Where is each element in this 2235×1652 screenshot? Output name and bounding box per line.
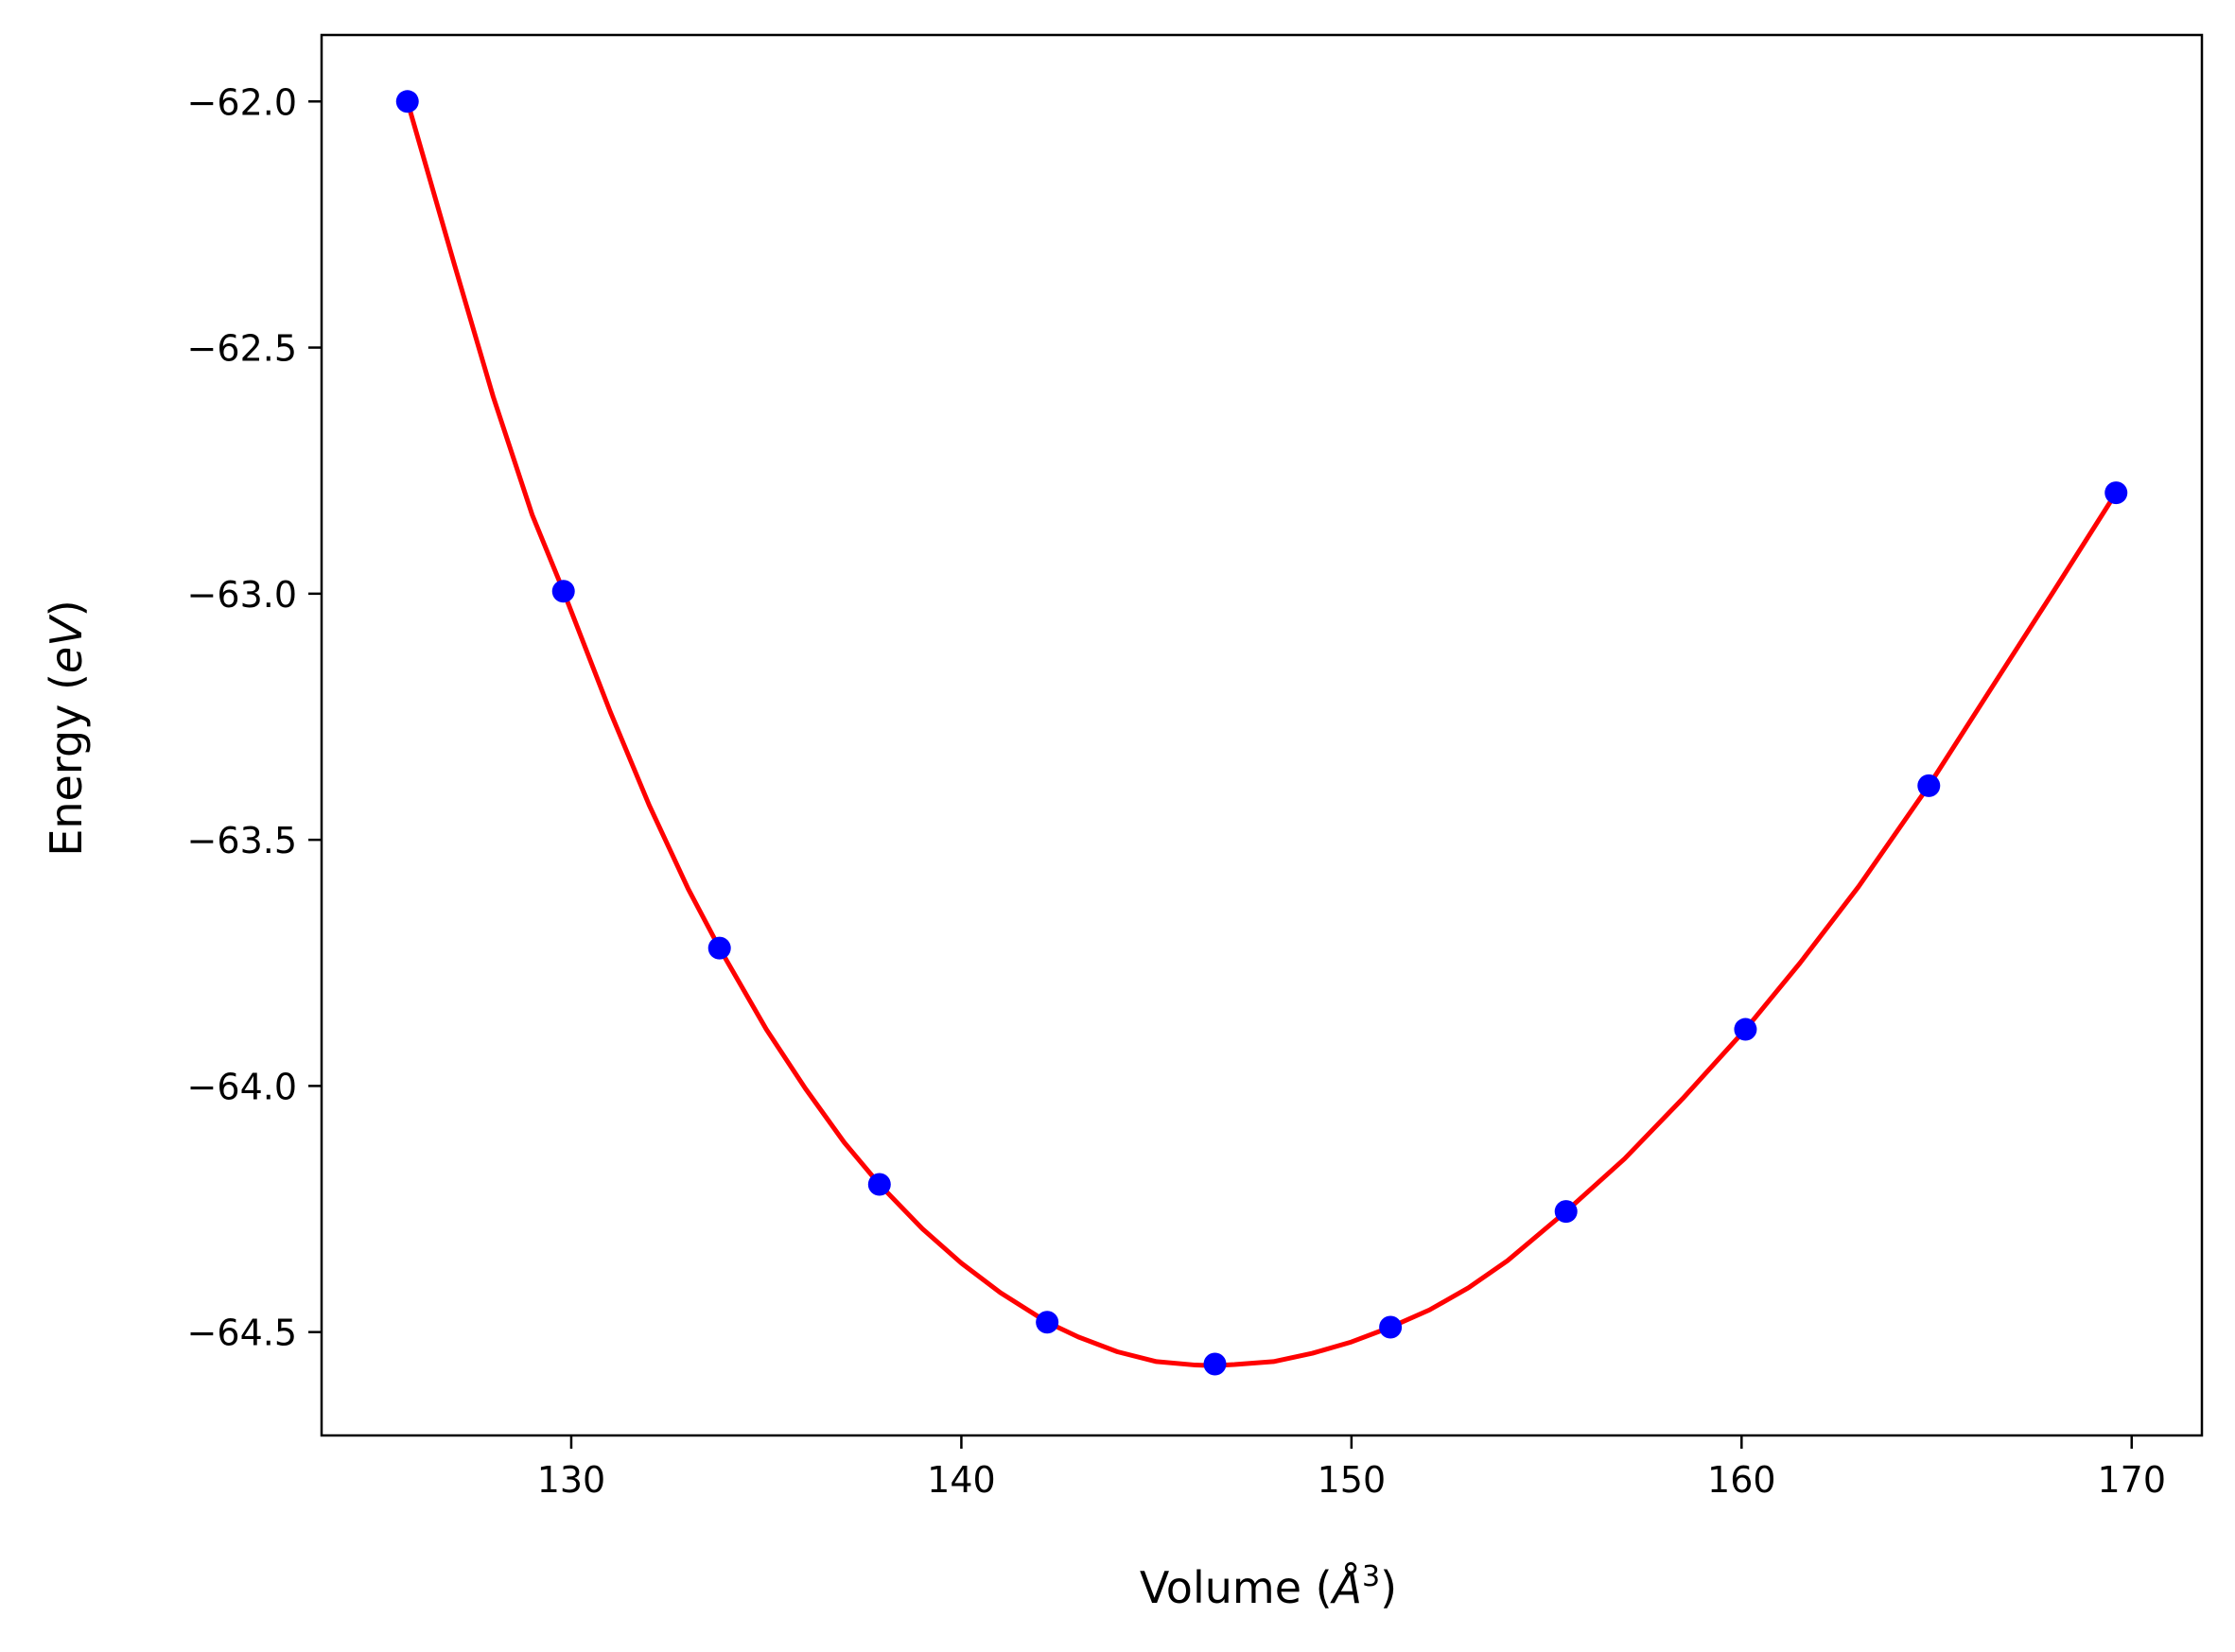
data-point (867, 1173, 891, 1196)
x-tick-label: 130 (537, 1459, 606, 1501)
x-axis-label-unit: Å (1330, 1562, 1362, 1613)
x-tick-label: 140 (927, 1459, 996, 1501)
x-tick-label: 150 (1318, 1459, 1387, 1501)
y-axis-label-unit: eV (41, 614, 92, 673)
x-axis-label: Volume (Å3) (1140, 1560, 1397, 1613)
data-point (1917, 774, 1941, 797)
x-axis-label-power: 3 (1362, 1560, 1380, 1593)
x-axis: 130 140 150 160 170 (537, 1435, 2166, 1501)
data-point (1203, 1352, 1227, 1376)
data-point (1554, 1200, 1578, 1224)
y-axis-label-prefix: Energy ( (41, 673, 92, 857)
y-tick-label: −62.0 (187, 81, 297, 123)
axes-frame (320, 33, 2204, 1437)
y-tick-label: −64.5 (187, 1313, 297, 1354)
y-axis-label-suffix: ) (41, 600, 92, 617)
y-tick-label: −63.5 (187, 820, 297, 861)
data-point (1379, 1315, 1403, 1339)
data-point (707, 936, 731, 960)
x-tick-label: 170 (2097, 1459, 2166, 1501)
x-axis-label-suffix: ) (1380, 1562, 1397, 1613)
y-axis: −62.0 −62.5 −63.0 −63.5 −64.0 −64.5 (187, 81, 322, 1354)
y-tick-label: −64.0 (187, 1066, 297, 1107)
data-point (551, 580, 575, 603)
data-point (1036, 1311, 1059, 1334)
y-axis-label: Energy (eV) (41, 600, 92, 856)
data-point (1734, 1017, 1757, 1041)
data-point (395, 90, 419, 113)
y-tick-label: −63.0 (187, 574, 297, 616)
x-tick-label: 160 (1707, 1459, 1776, 1501)
y-tick-label: −62.5 (187, 328, 297, 370)
fit-curve-line (405, 98, 2119, 1368)
x-axis-label-prefix: Volume ( (1140, 1562, 1333, 1613)
plot-area (320, 33, 2204, 1437)
data-point (2104, 481, 2128, 505)
